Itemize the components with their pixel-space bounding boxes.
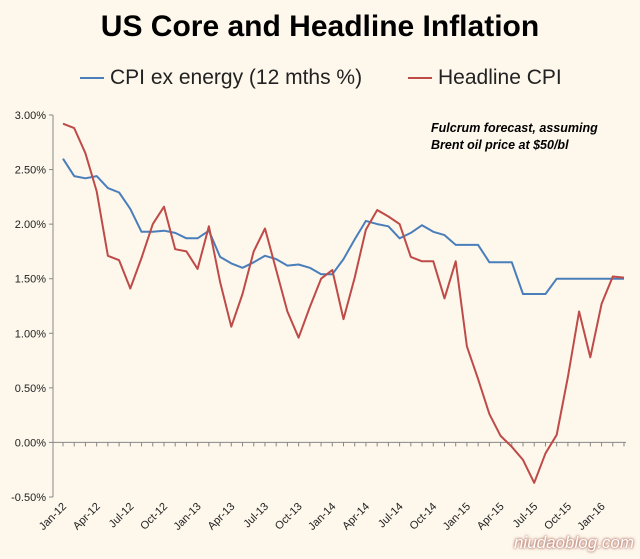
series-line-headline <box>62 122 625 484</box>
x-tick-label: Oct-15 <box>542 501 574 533</box>
legend-item-headline: Headline CPI <box>408 66 562 90</box>
x-tick-label: Apr-14 <box>340 501 372 533</box>
x-tick-label: Jan-14 <box>306 501 338 533</box>
x-tick-label: Oct-13 <box>273 501 305 533</box>
y-tick-label: 1.00% <box>15 328 46 340</box>
x-tick-label: Oct-12 <box>138 501 170 533</box>
y-tick-label: 0.50% <box>15 383 46 395</box>
annotation-line-2: Brent oil price at $50/bl <box>431 138 569 152</box>
y-tick-label: 1.50% <box>15 274 46 286</box>
watermark: niudaoblog.com <box>513 533 634 552</box>
y-tick-label: 2.50% <box>15 165 46 177</box>
legend-label-headline: Headline CPI <box>438 66 562 89</box>
x-tick-label: Jan-12 <box>37 501 69 533</box>
legend-swatch-core <box>80 77 104 79</box>
y-tick-label: 0.00% <box>15 437 46 449</box>
forecast-annotation: Fulcrum forecast, assuming Brent oil pri… <box>431 120 631 154</box>
y-tick-label: -0.50% <box>11 492 46 504</box>
legend-label-core: CPI ex energy (12 mths %) <box>110 66 363 89</box>
x-tick-label: Apr-13 <box>206 501 238 533</box>
x-tick-label: Jul-13 <box>241 501 271 531</box>
x-tick-label: Apr-12 <box>71 501 103 533</box>
legend-item-core: CPI ex energy (12 mths %) <box>80 66 362 90</box>
series-line-core <box>62 158 624 295</box>
x-tick-label: Apr-15 <box>475 501 507 533</box>
x-tick-label: Jan-16 <box>575 501 607 533</box>
chart-title: US Core and Headline Inflation <box>100 10 540 43</box>
x-tick-label: Jan-15 <box>441 501 473 533</box>
x-tick-label: Jul-12 <box>107 501 137 531</box>
x-tick-label: Jul-15 <box>511 501 541 531</box>
x-tick-label: Jan-13 <box>171 501 203 533</box>
legend: CPI ex energy (12 mths %) Headline CPI <box>0 66 640 96</box>
x-tick-label: Oct-14 <box>408 501 440 533</box>
x-tick-label: Jul-14 <box>376 501 406 531</box>
y-tick-label: 3.00% <box>15 110 46 122</box>
legend-swatch-headline <box>408 77 432 79</box>
y-tick-label: 2.00% <box>15 219 46 231</box>
annotation-line-1: Fulcrum forecast, assuming <box>431 121 598 135</box>
